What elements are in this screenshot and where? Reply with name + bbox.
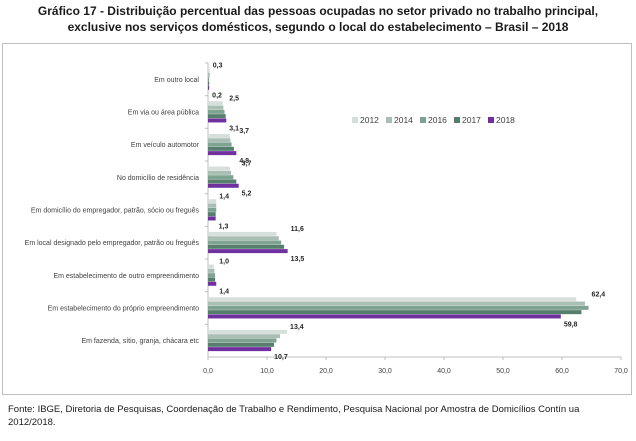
bar-2014 — [208, 268, 215, 273]
source-note: Fonte: IBGE, Diretoria de Pesquisas, Coo… — [8, 404, 580, 428]
bar-2016 — [208, 77, 210, 82]
x-tick-label: 0,0 — [203, 368, 213, 375]
bar-2014 — [208, 334, 280, 339]
category-label: Em local designado pelo empregador, patr… — [25, 240, 200, 247]
bar-2017 — [208, 310, 582, 315]
bar-2018 — [208, 85, 210, 90]
legend-label-2012: 2012 — [360, 115, 379, 125]
bar-2014 — [208, 170, 232, 175]
data-label-2012: 62,4 — [592, 291, 606, 298]
x-tick-label: 50,0 — [496, 368, 510, 375]
data-label-2012: 1,0 — [219, 259, 229, 266]
bar-2017 — [208, 179, 237, 184]
bar-2018 — [208, 249, 288, 254]
bar-2018 — [208, 183, 239, 188]
data-label-2012: 3,7 — [239, 128, 249, 135]
data-label-2018: 59,8 — [564, 321, 578, 328]
data-label-2018: 3,1 — [229, 125, 239, 132]
category-label: Em veículo automotor — [131, 142, 200, 149]
bar-2012 — [208, 133, 230, 138]
category-label: No domicílio de residência — [117, 175, 199, 182]
bar-2018 — [208, 314, 561, 319]
bar-2012 — [208, 166, 230, 171]
bar-2012 — [208, 264, 214, 269]
bar-2017 — [208, 212, 216, 217]
category-label: Em outro local — [154, 77, 199, 84]
bar-2016 — [208, 273, 216, 278]
legend-label-2016: 2016 — [428, 115, 447, 125]
legend-swatch-2016 — [420, 117, 426, 123]
chart-frame — [2, 43, 632, 395]
bar-2018 — [208, 118, 227, 123]
bar-2014 — [208, 72, 210, 77]
category-label: Em fazenda, sítio, granja, chácara etc — [81, 338, 199, 345]
x-tick-label: 20,0 — [319, 368, 333, 375]
data-label-2018: 4,8 — [239, 158, 249, 165]
x-tick-label: 30,0 — [378, 368, 392, 375]
bar-2018 — [208, 281, 217, 286]
bar-2018 — [208, 216, 216, 221]
legend-swatch-2017 — [454, 117, 460, 123]
data-label-2018: 1,4 — [219, 289, 229, 296]
legend-swatch-2014 — [386, 117, 392, 123]
bar-2016 — [208, 338, 277, 343]
bar-2012 — [208, 297, 577, 302]
legend-swatch-2012 — [352, 117, 358, 123]
legend-label-2018: 2018 — [496, 115, 515, 125]
bar-2012 — [208, 68, 210, 73]
data-label-2012: 3,7 — [242, 161, 252, 168]
bar-2014 — [208, 236, 279, 241]
bar-2016 — [208, 207, 217, 212]
data-label-2012: 11,6 — [291, 226, 304, 233]
bar-2014 — [208, 301, 586, 306]
bar-2016 — [208, 109, 225, 114]
bar-2017 — [208, 342, 275, 347]
data-label-2018: 5,2 — [242, 191, 252, 198]
bar-2012 — [208, 329, 288, 334]
legend-swatch-2018 — [488, 117, 494, 123]
bar-2016 — [208, 142, 232, 147]
legend-label-2017: 2017 — [462, 115, 481, 125]
bar-2016 — [208, 305, 589, 310]
category-label: Em via ou área pública — [128, 110, 199, 117]
bar-2012 — [208, 199, 217, 204]
data-label-2018: 10,7 — [274, 354, 288, 361]
data-label-2012: 13,4 — [290, 324, 304, 331]
data-label-2018: 13,5 — [291, 256, 305, 263]
bar-2017 — [208, 146, 234, 151]
x-tick-label: 40,0 — [437, 368, 451, 375]
category-label: Em estabelecimento do próprio empreendim… — [48, 306, 199, 313]
bar-2017 — [208, 277, 216, 282]
bar-2017 — [208, 81, 210, 86]
category-label: Em domicílio do empregador, patrão, sóci… — [31, 208, 200, 215]
bar-2018 — [208, 347, 272, 352]
category-label: Em estabelecimento de outro empreendimen… — [53, 273, 199, 280]
data-label-2018: 1,3 — [219, 223, 229, 230]
x-tick-label: 70,0 — [614, 368, 628, 375]
data-label-2012: 0,3 — [213, 63, 223, 70]
data-label-2018: 0,2 — [212, 93, 222, 100]
bar-2017 — [208, 114, 226, 119]
legend-label-2014: 2014 — [394, 115, 413, 125]
bar-2012 — [208, 101, 223, 106]
chart-title-line-1: Gráfico 17 - Distribuição percentual das… — [37, 4, 599, 18]
bar-2017 — [208, 244, 285, 249]
bar-2014 — [208, 138, 231, 143]
x-tick-label: 10,0 — [260, 368, 274, 375]
bar-2018 — [208, 151, 237, 156]
data-label-2012: 1,4 — [219, 193, 229, 200]
bar-2014 — [208, 105, 224, 110]
bar-2016 — [208, 175, 234, 180]
data-label-2012: 2,5 — [229, 95, 239, 102]
bar-2016 — [208, 240, 282, 245]
x-tick-label: 60,0 — [555, 368, 569, 375]
chart-title: Gráfico 17 - Distribuição percentual das… — [0, 3, 636, 35]
bar-2014 — [208, 203, 217, 208]
chart-title-line-2: exclusive nos serviços domésticos, segun… — [67, 20, 569, 34]
bar-2012 — [208, 231, 277, 236]
